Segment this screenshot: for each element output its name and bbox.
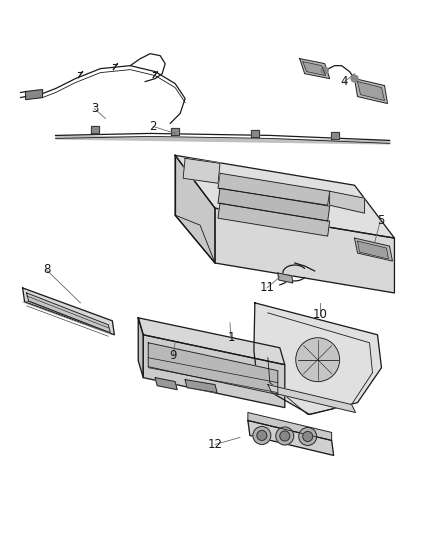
Polygon shape — [27, 293, 110, 333]
Polygon shape — [268, 385, 356, 413]
Polygon shape — [248, 421, 334, 455]
Polygon shape — [148, 343, 278, 394]
Circle shape — [296, 338, 339, 382]
Polygon shape — [138, 318, 143, 378]
Polygon shape — [185, 379, 217, 393]
Polygon shape — [278, 273, 293, 283]
Text: 11: 11 — [259, 281, 274, 294]
Polygon shape — [171, 128, 179, 135]
Text: 12: 12 — [208, 438, 223, 451]
Text: 2: 2 — [149, 120, 157, 133]
Polygon shape — [357, 241, 389, 259]
Polygon shape — [183, 158, 220, 183]
Polygon shape — [355, 78, 388, 103]
Polygon shape — [251, 130, 259, 137]
Circle shape — [299, 427, 317, 446]
Polygon shape — [331, 132, 339, 139]
Polygon shape — [303, 62, 326, 76]
Polygon shape — [155, 378, 177, 390]
Circle shape — [321, 67, 328, 74]
Text: 9: 9 — [170, 349, 177, 362]
Polygon shape — [248, 413, 332, 440]
Polygon shape — [23, 288, 114, 335]
Polygon shape — [218, 173, 330, 205]
Text: 8: 8 — [43, 263, 50, 277]
Polygon shape — [254, 303, 381, 415]
Circle shape — [351, 75, 358, 82]
Polygon shape — [330, 191, 364, 213]
Polygon shape — [300, 59, 330, 78]
Polygon shape — [357, 82, 385, 101]
Circle shape — [280, 431, 290, 441]
Circle shape — [257, 431, 267, 440]
Text: 4: 4 — [341, 75, 348, 88]
Polygon shape — [355, 238, 392, 261]
Polygon shape — [143, 335, 285, 408]
Circle shape — [276, 427, 294, 445]
Polygon shape — [92, 126, 99, 133]
Text: 10: 10 — [312, 309, 327, 321]
Circle shape — [253, 426, 271, 445]
Polygon shape — [25, 90, 42, 100]
Polygon shape — [175, 155, 215, 263]
Polygon shape — [175, 155, 395, 238]
Text: 3: 3 — [91, 102, 98, 115]
Polygon shape — [215, 208, 395, 293]
Polygon shape — [218, 203, 330, 236]
Polygon shape — [218, 188, 330, 221]
Text: 5: 5 — [377, 214, 384, 227]
Polygon shape — [138, 318, 285, 365]
Circle shape — [303, 432, 313, 441]
Text: 1: 1 — [227, 332, 235, 344]
